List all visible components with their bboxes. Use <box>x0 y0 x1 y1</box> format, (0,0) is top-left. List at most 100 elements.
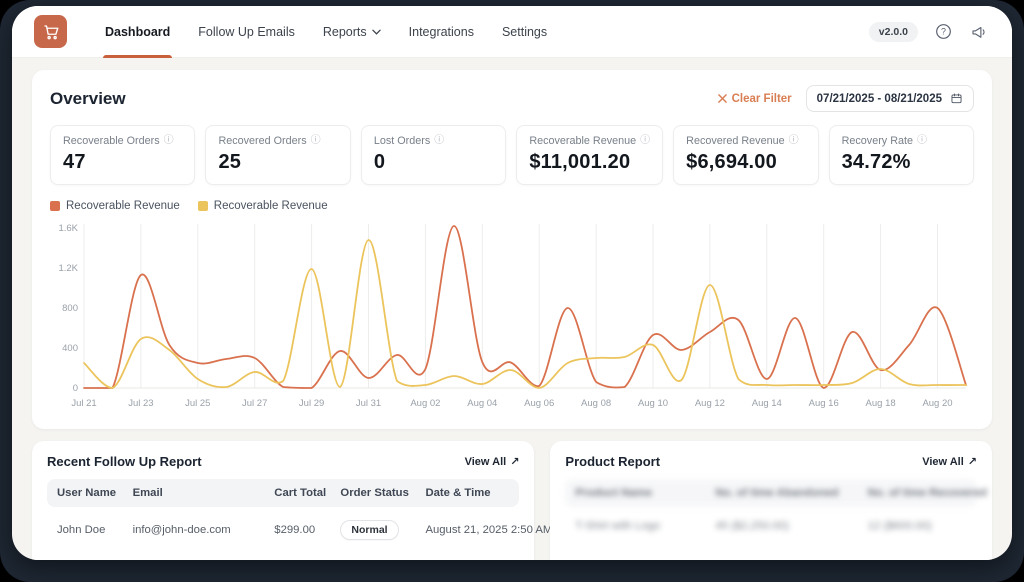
svg-text:Jul 27: Jul 27 <box>242 398 267 409</box>
info-icon[interactable]: ⓘ <box>788 135 799 146</box>
stat-card-recoverable-revenue: Recoverable Revenue ⓘ $11,001.20 <box>516 125 664 185</box>
legend-label: Recoverable Revenue <box>66 200 180 212</box>
overview-card: Overview Clear Filter 07/21/2025 - 08/21… <box>32 70 992 429</box>
cell-order-status: Normal <box>330 507 415 553</box>
external-link-arrow-icon: ↗ <box>510 456 520 468</box>
cell-abandoned: 45 ($2,250.00) <box>715 520 789 532</box>
stat-label: Lost Orders <box>373 135 431 147</box>
nav-tab-integrations[interactable]: Integrations <box>395 6 488 58</box>
info-icon[interactable]: ⓘ <box>310 135 321 146</box>
cart-icon <box>42 23 60 41</box>
cell-product-name: T-Shirt with Logo <box>575 520 661 532</box>
help-icon[interactable]: ? <box>932 21 954 43</box>
svg-text:400: 400 <box>62 343 78 354</box>
clear-filter-button[interactable]: Clear Filter <box>717 92 792 105</box>
stat-card-lost-orders: Lost Orders ⓘ 0 <box>360 125 507 185</box>
svg-text:?: ? <box>941 27 946 37</box>
nav-tab-label: Settings <box>501 24 548 39</box>
clear-filter-label: Clear Filter <box>731 92 792 105</box>
nav-tab-label: Reports <box>322 24 367 39</box>
section-title: Product Report <box>565 454 661 469</box>
nav-tab-label: Integrations <box>408 24 474 39</box>
svg-text:Aug 14: Aug 14 <box>752 398 782 409</box>
column-header: Cart Total <box>274 487 327 499</box>
stat-value: $6,694.00 <box>686 151 777 173</box>
cell-date-time: August 21, 2025 2:50 AM <box>425 524 553 536</box>
svg-text:1.2K: 1.2K <box>58 263 78 274</box>
svg-text:Jul 23: Jul 23 <box>128 398 153 409</box>
svg-text:Aug 10: Aug 10 <box>638 398 668 409</box>
stat-card-recovery-rate: Recovery Rate ⓘ 34.72% <box>828 125 975 185</box>
top-navigation-bar: Dashboard Follow Up Emails Reports Integ… <box>12 6 1012 58</box>
stat-value: 34.72% <box>841 151 911 173</box>
table-row: T-Shirt with Logo 45 ($2,250.00) 12 ($60… <box>565 507 977 545</box>
nav-right-controls: v2.0.0 ? <box>868 21 990 43</box>
date-range-value: 07/21/2025 - 08/21/2025 <box>816 92 942 105</box>
stat-label: Recoverable Revenue <box>529 135 637 147</box>
revenue-line-chart: 0 400 800 1.2K 1.6K Jul 21 Jul 23 Jul 25 Jul 27 J… <box>50 216 974 421</box>
svg-text:Aug 02: Aug 02 <box>410 398 440 409</box>
legend-item-recoverable-revenue-yellow[interactable]: Recoverable Revenue <box>197 200 328 212</box>
page-title: Overview <box>50 88 126 108</box>
legend-swatch <box>197 201 208 211</box>
announcements-megaphone-icon[interactable] <box>968 21 990 43</box>
svg-text:Aug 18: Aug 18 <box>866 398 896 409</box>
svg-text:800: 800 <box>62 303 78 314</box>
svg-text:Aug 08: Aug 08 <box>581 398 611 409</box>
svg-text:Jul 31: Jul 31 <box>356 398 381 409</box>
stat-value: $11,001.20 <box>529 151 631 173</box>
column-header: Order Status <box>340 487 409 499</box>
nav-tab-settings[interactable]: Settings <box>488 6 561 58</box>
stat-card-recovered-orders: Recovered Orders ⓘ 25 <box>205 125 351 185</box>
app-window: Dashboard Follow Up Emails Reports Integ… <box>12 6 1012 560</box>
nav-tab-follow-up-emails[interactable]: Follow Up Emails <box>184 6 309 58</box>
column-header: Date & Time <box>425 487 491 499</box>
nav-tabs: Dashboard Follow Up Emails Reports Integ… <box>91 6 561 58</box>
date-range-picker[interactable]: 07/21/2025 - 08/21/2025 <box>805 85 974 112</box>
column-header: No. of time Recovered <box>867 487 987 499</box>
stat-label: Recovery Rate <box>841 135 914 147</box>
product-report-card: Product Report View All ↗ Product Name N… <box>550 441 992 560</box>
close-icon <box>717 94 727 103</box>
app-logo[interactable] <box>34 15 67 48</box>
recent-follow-up-report-card: Recent Follow Up Report View All ↗ User … <box>32 441 553 560</box>
info-icon[interactable]: ⓘ <box>163 135 174 146</box>
svg-text:Aug 12: Aug 12 <box>695 398 725 409</box>
legend-swatch <box>50 201 60 211</box>
info-icon[interactable]: ⓘ <box>640 135 651 146</box>
svg-text:1.6K: 1.6K <box>58 223 78 234</box>
stat-value: 25 <box>218 151 242 173</box>
stat-card-recovered-revenue: Recovered Revenue ⓘ $6,694.00 <box>673 125 819 185</box>
stat-card-recoverable-orders: Recoverable Orders ⓘ 47 <box>50 125 196 185</box>
legend-item-recoverable-revenue-orange[interactable]: Recoverable Revenue <box>50 200 180 212</box>
svg-text:Aug 06: Aug 06 <box>524 398 554 409</box>
stat-value: 47 <box>63 151 86 173</box>
main-content: Overview Clear Filter 07/21/2025 - 08/21… <box>12 58 1012 560</box>
column-header: User Name <box>57 487 117 499</box>
stat-label: Recovered Orders <box>218 135 307 147</box>
svg-text:Aug 16: Aug 16 <box>809 398 839 409</box>
table-header-row: Product Name No. of time Abandoned No. o… <box>565 479 987 507</box>
product-view-all-link[interactable]: View All ↗ <box>922 455 977 469</box>
version-badge: v2.0.0 <box>868 21 918 42</box>
info-icon[interactable]: ⓘ <box>917 135 928 146</box>
nav-tab-label: Dashboard <box>105 24 171 39</box>
table-row: John Doe info@john-doe.com $299.00 Norma… <box>47 507 553 553</box>
nav-tab-label: Follow Up Emails <box>198 24 295 39</box>
nav-tab-reports[interactable]: Reports <box>309 6 395 58</box>
stat-label: Recovered Revenue <box>686 135 785 147</box>
status-badge: Normal <box>340 520 399 540</box>
stats-row: Recoverable Orders ⓘ 47 Recovered Orders ⓘ… <box>50 125 975 185</box>
column-header: Email <box>132 487 163 499</box>
nav-tab-dashboard[interactable]: Dashboard <box>91 6 184 58</box>
stat-label: Recoverable Orders <box>63 135 160 147</box>
reports-row: Recent Follow Up Report View All ↗ User … <box>32 441 992 560</box>
follow-up-view-all-link[interactable]: View All ↗ <box>465 455 520 469</box>
svg-text:Jul 21: Jul 21 <box>71 398 96 409</box>
svg-text:0: 0 <box>73 383 78 394</box>
info-icon[interactable]: ⓘ <box>434 135 445 146</box>
svg-text:Aug 04: Aug 04 <box>467 398 497 409</box>
view-all-label: View All <box>922 455 964 468</box>
follow-up-table: User Name Email Cart Total Order Status … <box>47 479 553 553</box>
